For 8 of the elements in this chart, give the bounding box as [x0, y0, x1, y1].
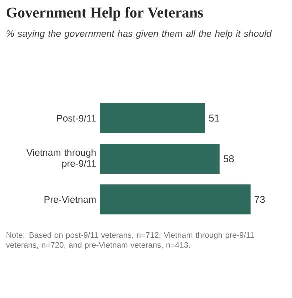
- y-tick-label: Post-9/11: [57, 114, 96, 122]
- y-tick-label: Pre-Vietnam: [44, 196, 96, 204]
- chart-subtitle: % saying the government has given them all the help it should: [6, 30, 272, 40]
- chart-title: Government Help for Veterans: [6, 7, 204, 21]
- y-tick-label: Vietnam through pre-9/11: [26, 149, 96, 169]
- data-label: 58: [224, 155, 234, 163]
- data-label: 73: [254, 196, 266, 204]
- data-label: 51: [209, 114, 220, 122]
